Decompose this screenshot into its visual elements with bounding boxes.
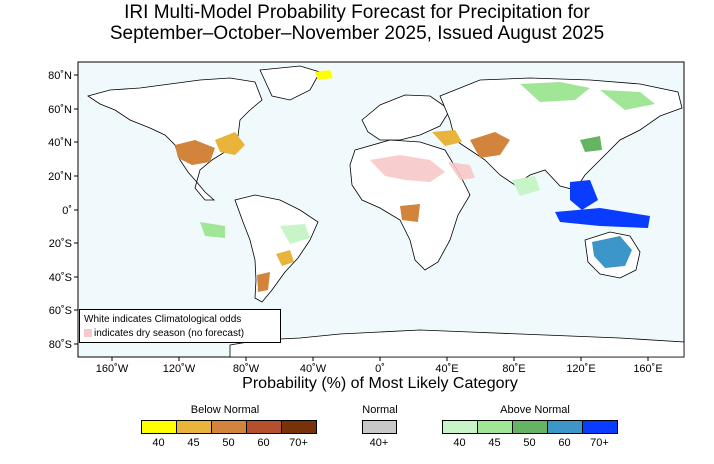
legend-swatch [281, 420, 317, 434]
map-title-line2: September–October–November 2025, Issued … [109, 23, 605, 44]
greenland [259, 65, 321, 101]
above-normal-label: Above Normal [500, 404, 570, 416]
lat-label: 80˚N [48, 70, 72, 82]
lon-label: 0˚ [375, 363, 385, 375]
legend-tick-label: 40+ [369, 437, 389, 449]
lon-label: 80˚W [233, 363, 260, 375]
legend-tick-label: 50 [523, 437, 536, 449]
legend-swatch [211, 420, 247, 434]
normal-label: Normal [362, 404, 398, 416]
legend-swatch [141, 420, 177, 434]
above-normal-regions [200, 82, 655, 268]
dry-season-regions [370, 155, 475, 182]
legend-tick-label: 70+ [590, 437, 609, 449]
legend-swatch [176, 420, 212, 434]
lat-axis [74, 74, 78, 345]
north-america [87, 77, 263, 201]
antarctica [229, 329, 685, 358]
dry-season-note-row: indicates dry season (no forecast) [84, 327, 276, 341]
legend-swatch [362, 420, 397, 434]
legend-tick-label: 60 [558, 437, 571, 449]
lat-label: 20˚N [48, 171, 72, 183]
lat-label: 60˚N [48, 104, 72, 116]
climatological-odds-note: White indicates Climatological odds [84, 314, 242, 325]
legend-swatch [547, 420, 583, 434]
legend-swatch [442, 420, 478, 434]
lon-label: 40˚W [300, 363, 327, 375]
lon-label: 160˚E [633, 363, 662, 375]
legend-tick-label: 60 [257, 437, 270, 449]
dry-season-swatch [84, 329, 92, 337]
lon-label: 80˚E [502, 363, 525, 375]
lat-label: 0˚ [62, 205, 72, 217]
lon-label: 160˚W [96, 363, 129, 375]
legend-swatch [582, 420, 618, 434]
lat-label: 40˚N [48, 137, 72, 149]
lon-label: 120˚E [566, 363, 595, 375]
legend-tick-label: 45 [488, 437, 501, 449]
below-normal-regions [175, 70, 510, 292]
lon-label: 40˚E [435, 363, 458, 375]
lat-label: 40˚S [49, 272, 72, 284]
legend-swatch [512, 420, 548, 434]
lat-label: 20˚S [49, 238, 72, 250]
legend-swatch [246, 420, 282, 434]
legend-tick-label: 50 [222, 437, 235, 449]
legend-note-box: White indicates Climatological odds indi… [79, 309, 281, 343]
lon-axis [111, 357, 649, 361]
lon-label: 120˚W [163, 363, 196, 375]
dry-season-note: indicates dry season (no forecast) [94, 328, 245, 339]
legend-swatch [477, 420, 513, 434]
legend-tick-label: 70+ [289, 437, 308, 449]
legend-tick-label: 40 [152, 437, 165, 449]
europe [361, 94, 451, 141]
lat-label: 60˚S [49, 305, 72, 317]
map-title-line1: IRI Multi-Model Probability Forecast for… [124, 2, 590, 23]
legend-tick-label: 40 [453, 437, 466, 449]
lat-label: 80˚S [49, 339, 72, 351]
below-normal-label: Below Normal [190, 404, 260, 416]
probability-title: Probability (%) of Most Likely Category [242, 375, 518, 392]
south-america [234, 194, 319, 303]
legend-tick-label: 45 [187, 437, 200, 449]
